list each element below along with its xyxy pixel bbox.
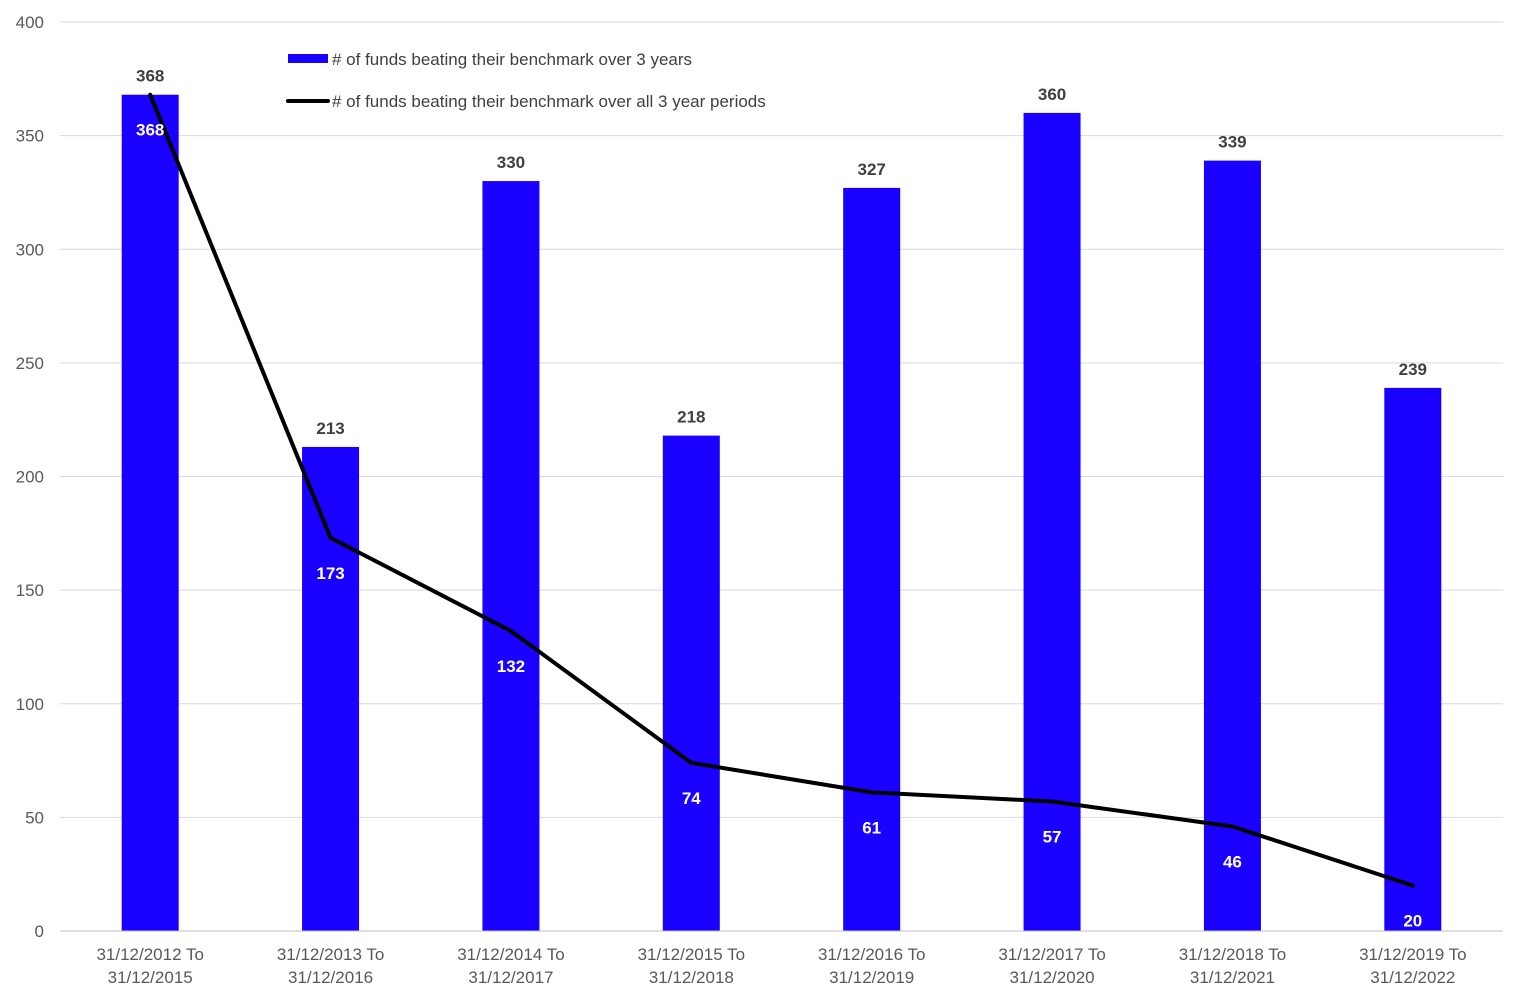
x-tick-label: 31/12/2019 [829,968,914,987]
bar [302,446,360,931]
y-tick-label: 150 [16,581,44,600]
bar-value-label: 218 [677,408,705,427]
line-value-label: 74 [682,789,701,808]
x-tick-label: 31/12/2022 [1370,968,1455,987]
bar [121,94,179,932]
line-value-label: 46 [1223,852,1242,871]
y-tick-label: 0 [35,922,44,941]
series-line [148,92,1415,888]
legend-label: # of funds beating their benchmark over … [332,50,692,69]
bar [1023,112,1081,931]
y-tick-label: 250 [16,354,44,373]
y-tick-label: 300 [16,240,44,259]
x-tick-label: 31/12/2019 To [1359,945,1466,964]
x-tick-label: 31/12/2018 [649,968,734,987]
x-tick-label: 31/12/2015 To [638,945,745,964]
y-axis: 0 50 100 150 200 250 300 350 400 [16,13,44,941]
bar [843,187,901,931]
x-tick-label: 31/12/2014 To [457,945,564,964]
bar-value-label: 360 [1038,85,1066,104]
bar [1384,387,1442,931]
line-value-label: 368 [136,121,164,140]
gridlines [60,21,1503,932]
y-tick-label: 50 [25,808,44,827]
bar-value-label: 339 [1218,133,1246,152]
legend-swatch-bar [288,54,328,63]
bar-series [121,94,1442,932]
bar-value-label: 327 [858,160,886,179]
x-tick-label: 31/12/2018 To [1179,945,1286,964]
legend: # of funds beating their benchmark over … [286,50,766,111]
line-value-label: 132 [497,657,525,676]
x-tick-label: 31/12/2015 [108,968,193,987]
x-axis: 31/12/2012 To 31/12/2015 31/12/2013 To 31/1… [60,930,1503,987]
x-tick-label: 31/12/2016 To [818,945,925,964]
bar-value-label: 213 [316,419,344,438]
bar [482,181,540,931]
line-value-label: 20 [1403,912,1422,931]
y-tick-label: 350 [16,127,44,146]
legend-label: # of funds beating their benchmark over … [332,92,766,111]
x-tick-label: 31/12/2012 To [96,945,203,964]
line-value-label: 173 [316,564,344,583]
x-tick-label: 31/12/2013 To [277,945,384,964]
x-tick-label: 31/12/2016 [288,968,373,987]
y-tick-label: 200 [16,468,44,487]
bar [1203,160,1261,931]
bar [662,435,720,931]
x-tick-label: 31/12/2017 [468,968,553,987]
bar-value-label: 239 [1399,360,1427,379]
y-tick-label: 100 [16,695,44,714]
x-tick-label: 31/12/2020 [1010,968,1095,987]
data-labels: 368 213 330 218 327 360 339 239 368 173 132 74 61 57 4… [136,67,1427,931]
line-value-label: 57 [1043,827,1062,846]
bar-value-label: 368 [136,67,164,86]
bar-value-label: 330 [497,153,525,172]
line-series [148,92,1415,888]
x-tick-label: 31/12/2017 To [998,945,1105,964]
x-tick-label: 31/12/2021 [1190,968,1275,987]
y-tick-label: 400 [16,13,44,32]
line-value-label: 61 [862,818,881,837]
